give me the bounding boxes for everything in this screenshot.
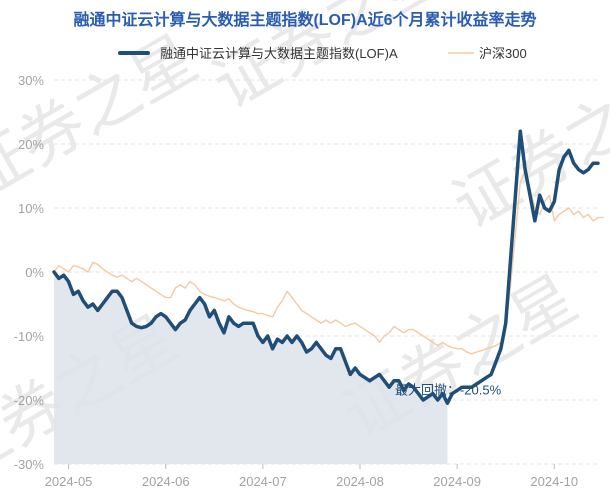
legend-label-fund: 融通中证云计算与大数据主题指数(LOF)A [160,46,398,61]
x-tick-label: 2024-07 [239,474,287,489]
series-line-index [53,168,604,355]
y-tick-label: 20% [18,137,44,152]
series-line-fund [52,129,600,405]
max-drawdown-label: 最大回撤：-20.5% [395,382,502,397]
legend-label-index: 沪深300 [479,46,527,61]
y-tick-label: 10% [18,201,44,216]
legend: 融通中证云计算与大数据主题指数(LOF)A 沪深300 [118,46,527,61]
x-tick-label: 2024-06 [142,474,190,489]
x-tick-label: 2024-10 [530,474,578,489]
y-tick-label: -20% [14,393,45,408]
y-tick-label: -30% [14,457,45,472]
chart-title: 融通中证云计算与大数据主题指数(LOF)A近6个月累计收益率走势 [73,10,536,29]
x-tick-label: 2024-09 [433,474,481,489]
x-tick-label: 2024-08 [336,474,384,489]
y-axis-ticks: 30% 20% 10% 0% -10% -20% -30% [14,73,45,472]
drawdown-area [54,272,448,464]
y-tick-label: 30% [18,73,44,88]
y-tick-label: 0% [25,265,44,280]
series-layer [52,129,604,405]
drawdown-area-layer [54,272,448,464]
y-tick-label: -10% [14,329,45,344]
annotation-layer: 最大回撤：-20.5% [395,382,502,397]
watermark-text: 证券之星 [441,52,610,244]
x-tick-label: 2024-05 [45,474,93,489]
x-axis-ticks: 2024-05 2024-06 2024-07 2024-08 2024-09 2024-… [45,464,578,489]
